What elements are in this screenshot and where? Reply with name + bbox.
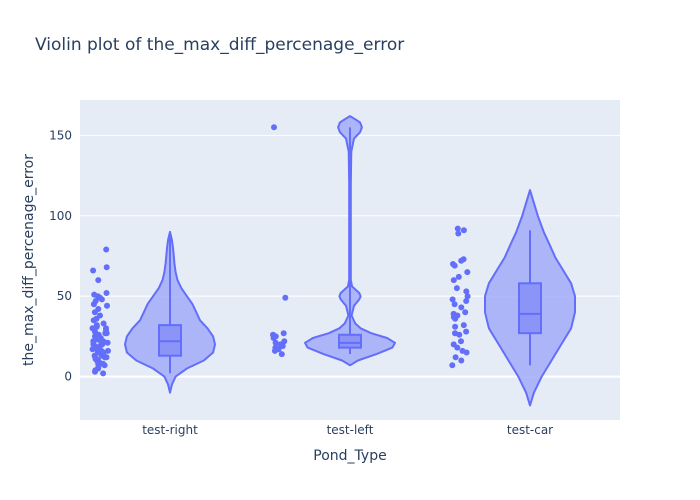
data-point	[100, 370, 107, 377]
data-point	[458, 338, 464, 345]
data-point	[99, 341, 106, 348]
data-point	[103, 246, 110, 253]
data-point	[464, 293, 471, 300]
data-point	[92, 368, 98, 375]
y-tick-labels: 0 50 100 150	[49, 128, 72, 383]
data-point	[103, 264, 110, 271]
data-point	[94, 346, 101, 353]
data-point	[93, 335, 100, 341]
data-point	[458, 257, 465, 264]
data-point	[460, 322, 467, 329]
data-point	[272, 339, 279, 346]
data-point	[280, 330, 287, 337]
x-tick-label: test-right	[142, 423, 198, 437]
data-point	[270, 335, 277, 341]
data-point	[452, 315, 459, 322]
y-axis-title: the_max_diff_percenage_error	[21, 154, 37, 366]
data-point	[454, 225, 461, 232]
data-point	[271, 124, 277, 131]
data-point	[100, 360, 106, 367]
data-point	[271, 347, 278, 354]
data-point	[451, 301, 458, 308]
data-point	[463, 349, 470, 356]
data-point	[92, 355, 99, 362]
data-point	[449, 296, 456, 303]
data-point	[100, 320, 107, 327]
data-point	[451, 262, 458, 269]
data-point	[105, 347, 111, 354]
data-point	[104, 339, 111, 346]
data-point	[458, 304, 465, 311]
data-point	[463, 298, 470, 304]
data-point	[463, 288, 470, 295]
data-point	[90, 267, 97, 274]
violins	[89, 115, 576, 407]
data-point	[453, 285, 460, 292]
data-point	[91, 309, 98, 316]
data-point	[458, 357, 465, 364]
y-tick-label: 50	[57, 289, 72, 303]
data-point	[452, 354, 459, 361]
data-point	[90, 301, 97, 308]
data-point	[455, 230, 462, 237]
data-point	[103, 325, 109, 332]
y-tick-label: 100	[49, 209, 72, 223]
y-tick-label: 0	[64, 370, 72, 384]
data-point	[449, 362, 456, 369]
data-point	[464, 269, 471, 276]
violin-group	[89, 230, 216, 394]
x-tick-labels: test-right test-left test-car	[142, 423, 553, 437]
y-tick-label: 150	[49, 128, 72, 142]
data-point	[462, 309, 469, 316]
data-point	[450, 277, 457, 284]
data-point	[90, 317, 97, 324]
data-point	[456, 331, 463, 338]
data-point	[279, 343, 286, 349]
data-point	[282, 294, 289, 301]
data-point	[98, 296, 105, 303]
box	[338, 333, 362, 349]
data-point	[463, 328, 470, 335]
data-point	[455, 273, 462, 280]
data-point	[460, 227, 467, 234]
data-point	[103, 290, 110, 296]
data-point	[103, 330, 110, 337]
x-axis-title: Pond_Type	[313, 448, 386, 464]
chart-title: Violin plot of the_max_diff_percenage_er…	[35, 35, 404, 55]
data-point	[452, 323, 459, 330]
data-point	[104, 302, 110, 309]
data-point	[454, 344, 461, 351]
violin-group	[449, 189, 576, 407]
box	[518, 282, 542, 335]
data-point	[95, 277, 102, 284]
x-tick-label: test-car	[507, 423, 553, 437]
x-tick-label: test-left	[327, 423, 374, 437]
violin-group	[270, 115, 396, 367]
data-point	[278, 351, 285, 358]
